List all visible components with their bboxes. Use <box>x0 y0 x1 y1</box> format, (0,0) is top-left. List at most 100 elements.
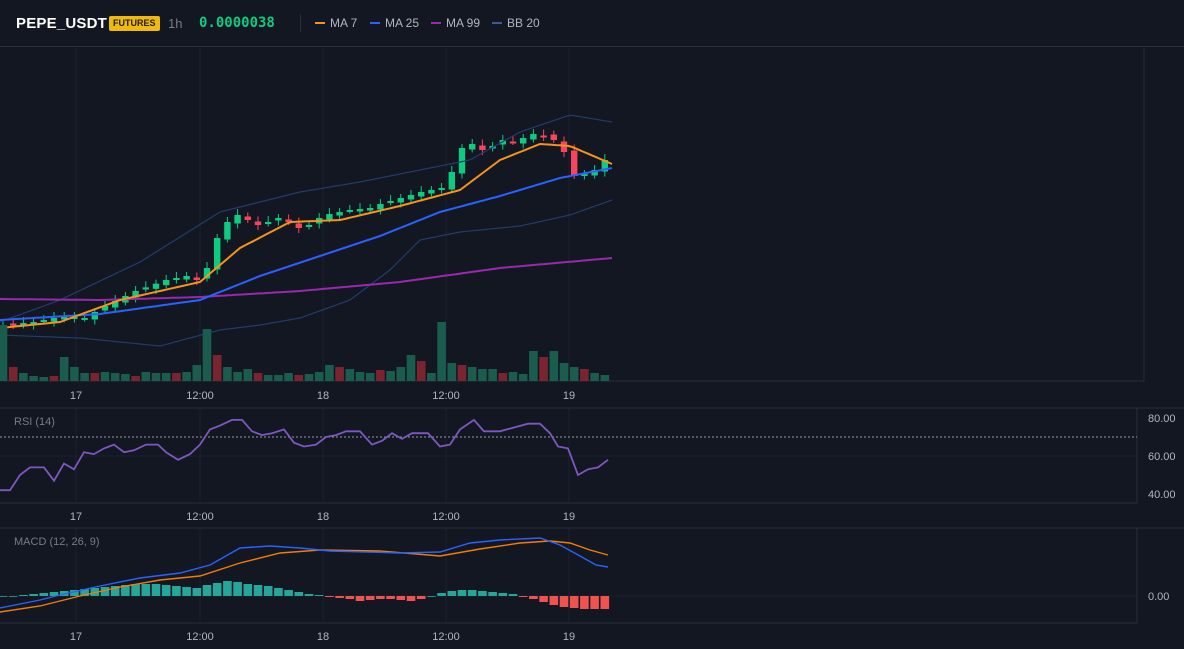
candle-body <box>183 276 190 280</box>
ma7-swatch <box>315 22 325 24</box>
macd-bar <box>39 593 49 596</box>
rsi-scale-label: 40.00 <box>1148 489 1176 501</box>
time-axis-label: 17 <box>70 390 82 402</box>
time-axis-label: 19 <box>563 390 575 402</box>
macd-bar <box>569 596 579 608</box>
volume-bar <box>243 369 253 381</box>
macd-bar <box>406 596 416 601</box>
time-axis-label: 18 <box>317 390 329 402</box>
candle-body <box>61 316 68 320</box>
candlesticks <box>0 129 608 333</box>
macd-bar <box>182 587 191 596</box>
macd-bar <box>416 596 426 599</box>
volume-bar <box>559 363 569 381</box>
volume-bar <box>110 373 120 381</box>
candle-body <box>193 277 200 280</box>
volume-bar <box>253 373 263 381</box>
macd-bar <box>498 593 508 596</box>
candle-body <box>367 208 374 211</box>
macd-bar <box>304 594 314 596</box>
macd-signal-line <box>0 540 609 613</box>
candle-body <box>244 216 251 220</box>
volume-bar <box>478 369 487 381</box>
time-axis-label: 19 <box>563 511 575 523</box>
volume-bar <box>80 373 89 381</box>
legend-ma25[interactable]: MA 25 <box>370 16 419 30</box>
volume-bar <box>427 373 436 381</box>
macd-bar <box>8 596 18 597</box>
volume-bar <box>376 370 385 381</box>
volume-bar <box>233 372 242 381</box>
volume-bar <box>121 374 130 381</box>
macd-bar <box>131 584 140 596</box>
candle-body <box>163 280 170 286</box>
volume-bar <box>539 357 548 381</box>
macd-bar <box>427 596 436 597</box>
legend-bb20[interactable]: BB 20 <box>492 16 540 30</box>
macd-bar <box>233 582 242 596</box>
rsi-label: RSI (14) <box>14 416 55 428</box>
candle-body <box>346 210 353 212</box>
macd-bar <box>223 581 232 596</box>
candle-body <box>469 144 476 150</box>
macd-bar <box>345 596 355 599</box>
last-price: 0.0000038 <box>199 15 275 31</box>
macd-bar <box>314 595 324 596</box>
macd-bar <box>365 596 375 600</box>
legend-ma7[interactable]: MA 7 <box>315 16 357 30</box>
volume-bar <box>294 375 304 381</box>
rsi-scale-label: 80.00 <box>1148 413 1176 425</box>
macd-bar <box>19 595 28 596</box>
volume-bar <box>161 373 171 381</box>
macd-bar <box>80 589 89 596</box>
volume-bar <box>202 329 212 381</box>
volume-bar <box>39 377 49 381</box>
time-axis-label: 12:00 <box>186 631 214 643</box>
macd-bar <box>396 596 406 600</box>
timeframe-selector[interactable]: 1h <box>168 16 183 31</box>
time-axis-label: 17 <box>70 631 82 643</box>
ma99-swatch <box>431 22 441 24</box>
time-axis-label: 12:00 <box>186 511 214 523</box>
ma25-line <box>0 167 613 321</box>
macd-bar <box>294 592 304 596</box>
macd-bar <box>529 596 538 599</box>
candle-body <box>254 221 262 225</box>
macd-bar <box>110 586 120 596</box>
volume-bar <box>600 375 610 381</box>
candle-body <box>152 283 160 289</box>
volume-bars <box>0 322 610 381</box>
volume-bar <box>549 351 559 381</box>
candle-body <box>377 204 384 210</box>
candle-body <box>285 219 292 222</box>
macd-bar <box>243 584 253 596</box>
macd-bar <box>263 586 273 596</box>
volume-bar <box>70 367 79 381</box>
candle-body <box>458 148 466 174</box>
volume-bar <box>223 367 232 381</box>
candle-body <box>601 160 608 172</box>
volume-bar <box>141 372 151 381</box>
volume-bar <box>100 372 110 381</box>
candle-body <box>356 209 364 212</box>
time-axis-label: 12:00 <box>432 390 460 402</box>
macd-bar <box>0 596 8 597</box>
macd-bar <box>386 596 395 599</box>
macd-bar <box>478 591 487 596</box>
volume-bar <box>263 375 273 381</box>
volume-bar <box>355 372 365 381</box>
macd-label: MACD (12, 26, 9) <box>14 536 100 548</box>
candle-body <box>71 317 78 319</box>
volume-bar <box>437 322 446 381</box>
bb-lower-line <box>0 199 613 347</box>
candle-body <box>336 212 343 216</box>
symbol-name[interactable]: PEPE_USDT <box>16 15 107 32</box>
legend-ma99[interactable]: MA 99 <box>431 16 480 30</box>
macd-bar <box>172 586 181 596</box>
macd-bar <box>447 591 457 596</box>
candle-body <box>550 134 557 140</box>
candle-body <box>540 135 547 138</box>
volume-bar <box>406 355 416 381</box>
ma7-line <box>0 142 613 329</box>
